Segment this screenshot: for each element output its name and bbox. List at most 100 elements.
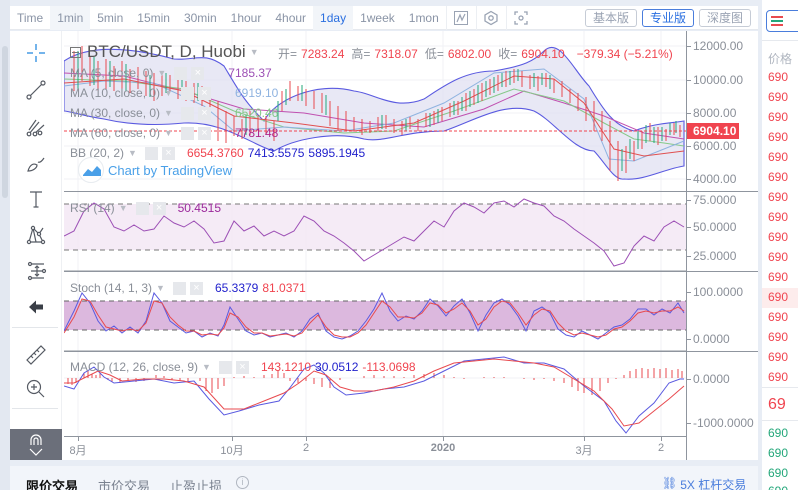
pitchfork-icon[interactable] [22, 113, 50, 141]
close-icon[interactable]: × [161, 146, 175, 160]
close-icon[interactable]: × [152, 201, 166, 215]
order-book-toggle-icon[interactable] [766, 10, 798, 32]
open-value: 7283.24 [301, 46, 345, 61]
chart-area[interactable]: BTC/USDT, D, Huobi ▼ 开= 7283.24 高= 7318.07… [10, 31, 758, 460]
close-icon[interactable]: × [191, 66, 205, 80]
tab-stop-order[interactable]: 止盈止损 [170, 479, 223, 490]
drawing-toolbar [10, 31, 62, 460]
pane-separator[interactable] [64, 351, 758, 352]
price-axis[interactable]: 12000.00 10000.00 8000.00 6000.00 4000.0… [686, 31, 758, 460]
gear-icon[interactable] [180, 86, 194, 100]
gear-icon[interactable] [180, 126, 194, 140]
tab-market-order[interactable]: 市价交易 [98, 479, 151, 490]
bid-row[interactable]: 690 [768, 446, 789, 460]
hide-toolbar-arrow-icon[interactable] [22, 293, 50, 321]
gear-icon[interactable] [135, 201, 149, 215]
brush-icon[interactable] [22, 149, 50, 177]
indicator-icon[interactable] [445, 5, 476, 30]
close-icon[interactable]: × [189, 281, 203, 295]
close-icon[interactable]: × [197, 126, 211, 140]
ask-row[interactable]: 690 [768, 250, 789, 264]
bb-legend[interactable]: BB (20, 2) ▼ × 6654.3760 7413.5575 5895.1… [70, 146, 366, 160]
open-label: 开= [278, 47, 298, 61]
ask-row[interactable]: 690 [768, 190, 789, 204]
collapse-legend-icon[interactable] [70, 46, 81, 58]
ask-row[interactable]: 690 [768, 270, 789, 284]
close-icon[interactable]: × [235, 360, 249, 374]
chart-toolbar: Time 1min 5min 15min 30min 1hour 4hour 1… [10, 5, 758, 30]
ma5-legend[interactable]: MA (5, close, 0) ▼ × 7185.37 [70, 66, 272, 80]
text-tool-icon[interactable] [22, 185, 50, 213]
ask-row[interactable]: 690 [768, 330, 789, 344]
tradingview-watermark[interactable]: Chart by TradingView [78, 157, 232, 183]
mid-price: 69 [768, 396, 786, 413]
fullscreen-icon[interactable] [505, 5, 536, 30]
measure-icon[interactable] [22, 257, 50, 285]
timeframe-1mon[interactable]: 1mon [408, 10, 439, 25]
gear-icon[interactable] [172, 281, 186, 295]
rsi-legend[interactable]: RSI (14) ▼ × 50.4515 [70, 201, 221, 215]
ma10-legend[interactable]: MA (10, close, 0) ▼ × 6919.10 [70, 86, 279, 100]
depth-chart-button[interactable]: 深度图 [698, 8, 751, 27]
basic-version-button[interactable]: 基本版 [584, 8, 637, 27]
timeframe-4hour[interactable]: 4hour [275, 10, 307, 25]
ma60-legend[interactable]: MA (60, close, 0) ▼ × 7781.48 [70, 126, 279, 140]
magnet-lock-icon[interactable] [10, 429, 62, 460]
timeframe-1day[interactable]: 1day [313, 5, 354, 30]
crosshair-icon[interactable] [22, 39, 50, 67]
leverage-icon: ⛓ [662, 476, 678, 490]
gear-icon[interactable] [180, 106, 194, 120]
close-icon[interactable]: × [197, 86, 211, 100]
timeframe-5min[interactable]: 5min [97, 10, 124, 25]
ask-row[interactable]: 690 [768, 210, 789, 224]
bid-row[interactable]: 690 [768, 466, 789, 480]
ask-row[interactable]: 690 [768, 370, 789, 384]
ask-row[interactable]: 690 [768, 110, 789, 124]
high-label: 高= [351, 47, 371, 61]
left-scrollbar[interactable] [2, 46, 8, 198]
close-icon[interactable]: × [197, 106, 211, 120]
last-price-tag: 6904.10 [687, 123, 739, 139]
order-book: 价格 690 690 690 690 690 690 690 690 690 6… [762, 0, 798, 490]
timeframe-1min[interactable]: 1min [50, 5, 91, 30]
bid-row[interactable]: 690 [768, 484, 788, 490]
gear-icon[interactable] [144, 146, 158, 160]
pro-version-button[interactable]: 专业版 [641, 8, 694, 27]
ma30-legend[interactable]: MA (30, close, 0) ▼ × 6520.46 [70, 106, 279, 120]
ask-row[interactable]: 690 [768, 350, 789, 364]
pattern-icon[interactable] [22, 221, 50, 249]
timeframe-1hour[interactable]: 1hour [230, 10, 262, 25]
ask-row[interactable]: 690 [768, 310, 789, 324]
zoom-in-icon[interactable] [22, 375, 50, 403]
price-chart-canvas[interactable]: BTC/USDT, D, Huobi ▼ 开= 7283.24 高= 7318.07… [64, 31, 686, 460]
tab-limit-order[interactable]: 限价交易 [26, 479, 79, 490]
symbol-title[interactable]: BTC/USDT, D, Huobi [87, 42, 246, 61]
timeframe-time[interactable]: Time [17, 10, 44, 25]
ask-row[interactable]: 690 [768, 130, 789, 144]
stoch-legend[interactable]: Stoch (14, 1, 3) ▼ × 65.3379 81.0371 [70, 281, 306, 295]
gear-icon[interactable] [218, 360, 232, 374]
time-axis[interactable]: 8月 10月 2 2020 3月 2 [64, 436, 686, 460]
timeframe-1week[interactable]: 1week [360, 10, 395, 25]
ask-row[interactable]: 690 [768, 150, 789, 164]
ruler-icon[interactable] [22, 341, 50, 369]
ask-row[interactable]: 690 [768, 290, 789, 304]
symbol-legend: BTC/USDT, D, Huobi ▼ [70, 42, 259, 62]
settings-icon[interactable] [475, 5, 506, 30]
trend-line-icon[interactable] [22, 76, 50, 104]
macd-legend[interactable]: MACD (12, 26, close, 9) ▼ × 143.1210 30.0… [70, 360, 416, 374]
gear-icon[interactable] [174, 66, 188, 80]
ask-row[interactable]: 690 [768, 70, 789, 84]
ask-row[interactable]: 690 [768, 90, 789, 104]
timeframe-15min[interactable]: 15min [137, 10, 170, 25]
symbol-dropdown-caret[interactable]: ▼ [249, 47, 259, 57]
bid-row[interactable]: 690 [768, 426, 789, 440]
ask-row[interactable]: 690 [768, 170, 789, 184]
pane-separator[interactable] [64, 191, 758, 192]
timeframe-30min[interactable]: 30min [183, 10, 217, 25]
ohlc-legend: 开= 7283.24 高= 7318.07 低= 6802.00 收= 6904.10 … [278, 45, 673, 62]
info-icon[interactable]: i [236, 476, 249, 489]
pane-separator[interactable] [64, 271, 758, 272]
leverage-trade-link[interactable]: ⛓ 5X 杠杆交易 [662, 476, 746, 490]
ask-row[interactable]: 690 [768, 230, 789, 244]
